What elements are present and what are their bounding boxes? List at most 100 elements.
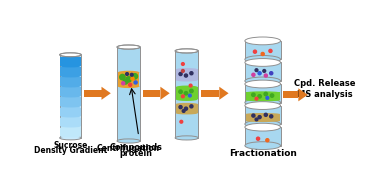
Polygon shape [175,51,198,138]
Ellipse shape [246,91,280,94]
Polygon shape [245,41,280,59]
Circle shape [184,107,187,110]
Ellipse shape [60,135,81,137]
Ellipse shape [176,68,198,71]
Circle shape [252,114,255,117]
Circle shape [258,116,261,119]
Circle shape [122,82,125,85]
Polygon shape [298,88,308,101]
Polygon shape [246,114,280,121]
Ellipse shape [117,139,140,143]
Ellipse shape [245,80,280,88]
Polygon shape [283,91,298,98]
Ellipse shape [246,113,280,115]
Ellipse shape [60,125,81,128]
Circle shape [258,95,261,98]
Polygon shape [160,87,170,100]
Circle shape [179,72,182,76]
Polygon shape [60,77,81,86]
Circle shape [270,72,273,75]
Circle shape [184,92,188,95]
Polygon shape [84,90,102,97]
Ellipse shape [60,53,81,57]
Ellipse shape [245,56,280,63]
Text: MS analysis: MS analysis [297,90,353,99]
Ellipse shape [60,66,81,69]
Circle shape [130,73,133,76]
Circle shape [270,94,274,97]
Circle shape [181,70,184,72]
Ellipse shape [175,136,198,140]
Circle shape [189,94,191,97]
Polygon shape [245,62,280,81]
Circle shape [190,89,193,93]
Ellipse shape [246,120,280,122]
Circle shape [264,92,268,96]
Circle shape [255,69,258,72]
Circle shape [131,77,134,80]
Ellipse shape [176,79,198,81]
Ellipse shape [60,65,81,67]
Ellipse shape [245,99,280,106]
Polygon shape [60,57,81,66]
Ellipse shape [60,75,81,77]
Circle shape [252,93,255,97]
Ellipse shape [60,115,81,117]
Text: Compounds: Compounds [110,143,163,152]
Circle shape [257,137,260,140]
Ellipse shape [60,136,81,140]
Ellipse shape [246,99,280,101]
Polygon shape [60,88,81,96]
Circle shape [255,97,258,100]
Circle shape [179,106,182,109]
Polygon shape [246,93,280,100]
Circle shape [120,74,125,80]
Circle shape [132,74,138,79]
Ellipse shape [117,45,140,49]
Ellipse shape [245,37,280,45]
Circle shape [134,81,137,84]
Ellipse shape [118,85,139,88]
Ellipse shape [60,86,81,89]
Circle shape [182,110,185,112]
Circle shape [190,72,193,75]
Ellipse shape [175,49,198,53]
Polygon shape [60,97,81,106]
Ellipse shape [245,120,280,128]
Ellipse shape [60,85,81,88]
Text: Fractionation: Fractionation [229,149,297,158]
Polygon shape [117,47,140,141]
Ellipse shape [245,102,280,109]
Circle shape [266,97,269,99]
Text: protein: protein [120,149,153,158]
Ellipse shape [60,106,81,109]
Circle shape [264,74,267,77]
Polygon shape [60,128,81,136]
Circle shape [180,120,183,123]
Polygon shape [201,90,219,97]
Polygon shape [60,68,81,76]
Ellipse shape [245,59,280,66]
Circle shape [253,50,257,53]
Circle shape [269,49,272,52]
Ellipse shape [60,126,81,129]
Text: Sucrose: Sucrose [53,141,88,150]
Circle shape [189,84,192,87]
Ellipse shape [245,77,280,85]
Circle shape [190,105,193,108]
Circle shape [126,77,131,82]
Circle shape [261,52,264,56]
Ellipse shape [245,142,280,149]
Circle shape [129,83,132,86]
Polygon shape [118,72,139,86]
Ellipse shape [60,76,81,79]
Ellipse shape [60,105,81,108]
Circle shape [123,79,128,84]
Circle shape [270,115,273,118]
Circle shape [252,73,255,76]
Circle shape [179,90,182,93]
Ellipse shape [176,98,198,101]
Polygon shape [245,106,280,124]
Ellipse shape [60,116,81,119]
Polygon shape [60,117,81,126]
